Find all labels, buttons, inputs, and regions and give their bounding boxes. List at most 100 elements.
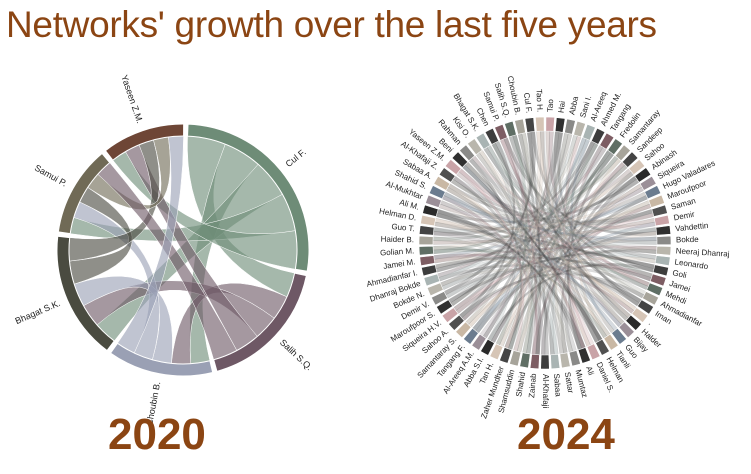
arc-zaher-mundher: [499, 347, 513, 364]
label-: .: [647, 318, 654, 327]
arc-shamsuddin: [509, 350, 522, 367]
ribbons-2024: [432, 130, 658, 356]
arc-ahmed-m: [590, 127, 606, 145]
label-sattar: Sattar: [563, 371, 575, 394]
arc-bhagat-s-k: [475, 132, 491, 150]
arc-tangang-f: [462, 327, 479, 345]
label-tao: Tao: [546, 98, 556, 112]
label-tao-h: Tao H.: [534, 89, 544, 112]
arc-neeraj-dhanraj: [656, 245, 672, 256]
arc-demir-v: [430, 291, 448, 306]
label-haider-b: Haider B.: [381, 235, 415, 245]
arc-beni: [451, 151, 469, 168]
arc-samui-p: [57, 152, 111, 235]
arc-siqueira-h-v: [441, 307, 459, 324]
label-sabaa: Sabaa: [552, 373, 563, 397]
label-ali: Ali: [584, 365, 595, 377]
arc-kisi-o: [467, 138, 483, 156]
arc-leonardo: [654, 255, 671, 267]
arc-: [631, 307, 649, 324]
arc-helman-d: [420, 214, 437, 227]
arc-samantaray: [614, 144, 631, 162]
arc-yaseen-z-m: [444, 158, 462, 176]
arc-sattar: [559, 352, 571, 369]
arc-bokde: [656, 235, 672, 245]
arc-al-khafaji: [540, 354, 550, 370]
arc-tao-h: [535, 116, 545, 132]
arc-maroufpoor-s: [435, 299, 453, 315]
arc-haider-b: [418, 235, 434, 245]
arc-daniel-s: [586, 343, 601, 361]
arc-golian-m: [418, 245, 434, 256]
arc-vahdettin: [655, 225, 672, 236]
arc-bijay: [618, 321, 635, 339]
arc-hugo-valadares: [644, 185, 662, 200]
arc-siqueira: [639, 175, 657, 191]
arc-helman: [595, 338, 610, 356]
arc-sahoo-a: [448, 314, 465, 331]
arc-sani-i: [573, 120, 586, 138]
label-hai: Hai: [557, 100, 567, 113]
arc-jamei-m: [419, 255, 436, 267]
arc-ali-m: [422, 204, 439, 217]
arc-mumtaz: [568, 350, 581, 367]
arc-jamei: [649, 273, 667, 287]
label-golian-m: Golian M.: [380, 246, 415, 257]
arc-salih-s-q: [504, 120, 517, 138]
arc-tangang: [599, 132, 615, 150]
label-al-khafaji: Al-Khafaji: [541, 374, 550, 408]
arc-abinash: [634, 167, 652, 183]
arc-chen: [484, 127, 500, 145]
arc-choubin-b: [109, 342, 214, 377]
arc-tianli: [603, 333, 619, 351]
arc-fredolin: [607, 138, 623, 156]
arc-zainab: [529, 353, 540, 370]
arc-yaseen-z-m: [104, 123, 185, 161]
arc-cul-f: [524, 117, 536, 133]
arc-maroufpoor: [648, 194, 665, 208]
label-ali-m: Ali M.: [398, 198, 420, 212]
year-label-2020: 2020: [108, 410, 206, 459]
arc-guo-t: [418, 225, 435, 236]
label-goli: Goli: [672, 268, 688, 280]
arc-choubin-b: [514, 118, 526, 135]
arc-sabaa: [550, 353, 561, 370]
arc-hai: [554, 117, 566, 133]
label-abba: Abba: [567, 95, 580, 116]
arc-abba: [564, 118, 576, 135]
label-demir: Demir: [673, 210, 696, 223]
arc-samantaray-s: [455, 321, 472, 339]
arc-ali: [577, 347, 591, 364]
arc-tan-h: [489, 343, 504, 361]
arc-tao: [545, 116, 555, 132]
arc-guo: [611, 327, 628, 345]
page-title: Networks' growth over the last five year…: [6, 4, 657, 45]
year-label-2024: 2024: [517, 410, 615, 459]
arc-al-areeq: [582, 123, 596, 141]
arc-sandeep: [621, 151, 639, 168]
arc-bhagat-s-k: [56, 235, 115, 352]
arc-halder: [625, 314, 642, 331]
label-bokde: Bokde: [676, 235, 699, 244]
arc-shahid: [519, 352, 531, 369]
arc-rahman: [459, 144, 476, 162]
arc-salih-s-q: [213, 272, 307, 372]
arc-goli: [652, 264, 669, 277]
arc-saman: [651, 204, 668, 217]
arc-sahoo: [628, 158, 646, 176]
arc-ahmadianfar: [642, 291, 660, 306]
label-neeraj-dhanraj: Neeraj Dhanraj: [675, 246, 729, 258]
arc-samui-p: [494, 123, 508, 141]
arc-dhanraj-bokde: [423, 273, 441, 287]
arc-iman: [637, 299, 655, 315]
label-zainab: Zainab: [527, 373, 538, 399]
arc-demir: [653, 214, 670, 227]
arc-shahid-s: [428, 185, 446, 200]
arc-sabaa-a: [433, 175, 451, 191]
arc-al-mukhtar: [425, 194, 442, 208]
arc-bokde-n: [426, 282, 444, 297]
label-shahid: Shahid: [514, 371, 527, 397]
arc-al-areeq-a-m: [471, 333, 487, 351]
